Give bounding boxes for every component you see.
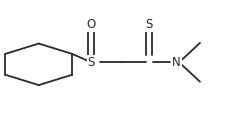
Text: N: N [172,56,180,69]
Text: O: O [87,18,96,31]
Text: S: S [88,56,95,69]
Text: S: S [145,18,152,31]
